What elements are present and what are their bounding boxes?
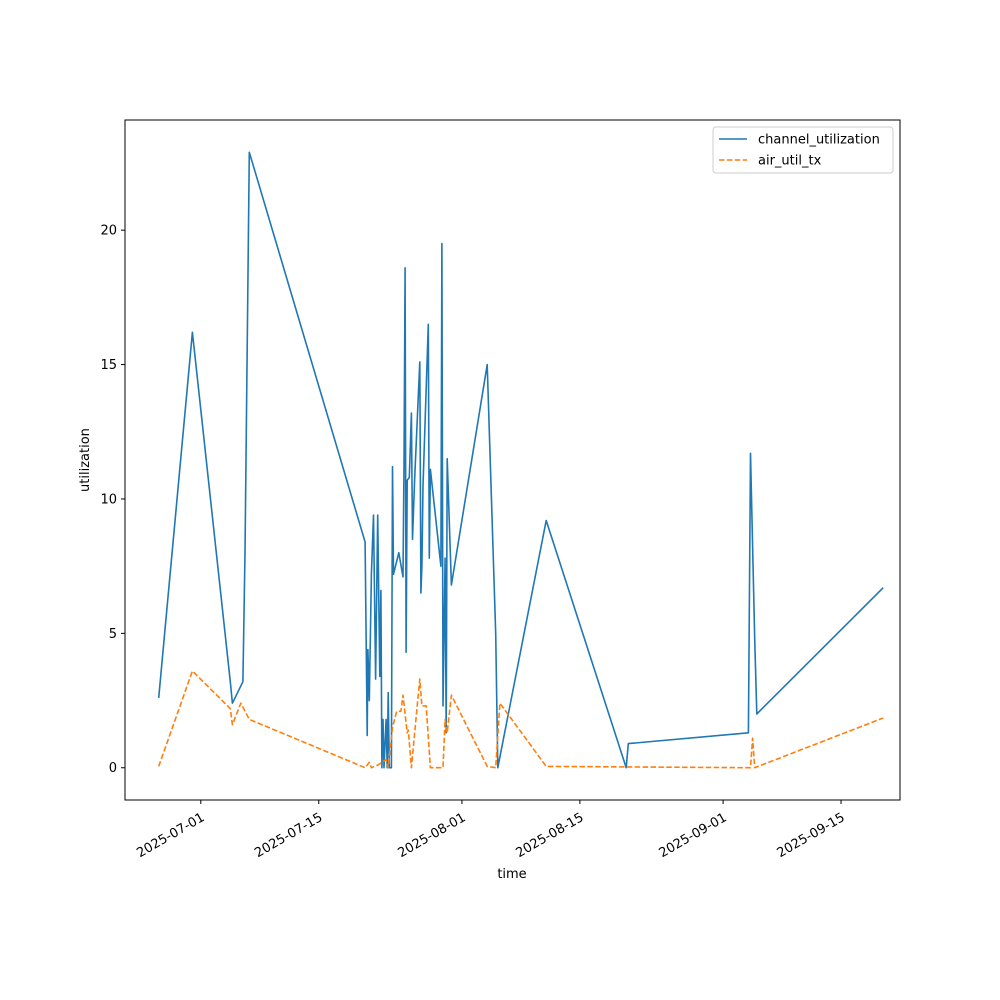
y-axis-label: utilization [78,428,93,492]
y-tick-label: 15 [100,358,117,373]
series-line-air-util-tx [157,670,884,769]
legend: channel_utilization air_util_tx [712,126,894,174]
series-line-channel-utilization [157,151,884,769]
plot-frame [124,119,901,801]
legend-box [712,126,894,174]
y-tick-label: 10 [100,492,117,507]
y-tick-label: 0 [109,761,117,776]
legend-label: channel_utilization [758,133,880,148]
y-tick-label: 5 [109,627,117,642]
x-axis-label: time [497,867,526,882]
legend-label: air_util_tx [758,154,822,169]
y-tick-label: 20 [100,224,117,239]
series-layer [157,151,884,769]
y-axis: 0 5 10 15 20 [100,224,125,776]
